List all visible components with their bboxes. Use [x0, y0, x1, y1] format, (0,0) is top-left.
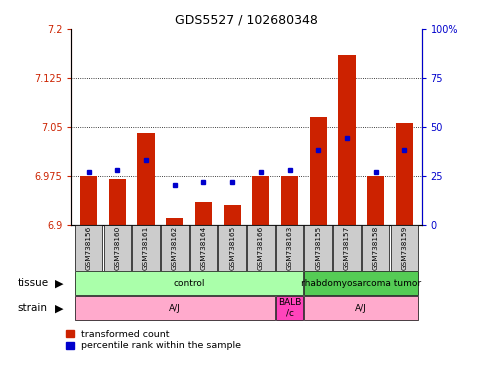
- Text: GSM738166: GSM738166: [258, 225, 264, 270]
- Text: GSM738165: GSM738165: [229, 225, 235, 270]
- Text: control: control: [174, 279, 205, 288]
- Bar: [75, 296, 275, 320]
- Text: GSM738161: GSM738161: [143, 225, 149, 270]
- Bar: [333, 225, 361, 271]
- Bar: [276, 296, 303, 320]
- Text: A/J: A/J: [169, 304, 180, 313]
- Text: GSM738156: GSM738156: [86, 225, 92, 270]
- Text: BALB
/c: BALB /c: [278, 298, 301, 318]
- Bar: [190, 225, 217, 271]
- Bar: [80, 176, 97, 225]
- Text: GSM738160: GSM738160: [114, 225, 120, 270]
- Text: GSM738155: GSM738155: [315, 225, 321, 270]
- Bar: [305, 296, 418, 320]
- Bar: [367, 176, 384, 225]
- Bar: [252, 176, 270, 225]
- Bar: [223, 205, 241, 225]
- Bar: [218, 225, 246, 271]
- Text: A/J: A/J: [355, 304, 367, 313]
- Text: GSM738158: GSM738158: [373, 225, 379, 270]
- Text: GSM738163: GSM738163: [286, 225, 292, 270]
- Text: GDS5527 / 102680348: GDS5527 / 102680348: [175, 13, 318, 26]
- Text: rhabdomyosarcoma tumor: rhabdomyosarcoma tumor: [301, 279, 422, 288]
- Text: GSM738162: GSM738162: [172, 225, 178, 270]
- Bar: [310, 117, 327, 225]
- Bar: [195, 202, 212, 225]
- Bar: [362, 225, 389, 271]
- Bar: [396, 124, 413, 225]
- Bar: [132, 225, 160, 271]
- Bar: [161, 225, 188, 271]
- Bar: [138, 133, 155, 225]
- Bar: [338, 55, 355, 225]
- Bar: [109, 179, 126, 225]
- Text: GSM738164: GSM738164: [201, 225, 207, 270]
- Text: GSM738159: GSM738159: [401, 225, 407, 270]
- Bar: [166, 218, 183, 225]
- Text: strain: strain: [17, 303, 47, 313]
- Text: GSM738157: GSM738157: [344, 225, 350, 270]
- Bar: [104, 225, 131, 271]
- Bar: [276, 225, 303, 271]
- Legend: transformed count, percentile rank within the sample: transformed count, percentile rank withi…: [67, 329, 242, 351]
- Bar: [390, 225, 418, 271]
- Bar: [305, 271, 418, 295]
- Bar: [281, 176, 298, 225]
- Bar: [305, 225, 332, 271]
- Bar: [75, 225, 103, 271]
- Text: ▶: ▶: [55, 278, 64, 288]
- Bar: [247, 225, 275, 271]
- Text: ▶: ▶: [55, 303, 64, 313]
- Bar: [75, 271, 303, 295]
- Text: tissue: tissue: [17, 278, 48, 288]
